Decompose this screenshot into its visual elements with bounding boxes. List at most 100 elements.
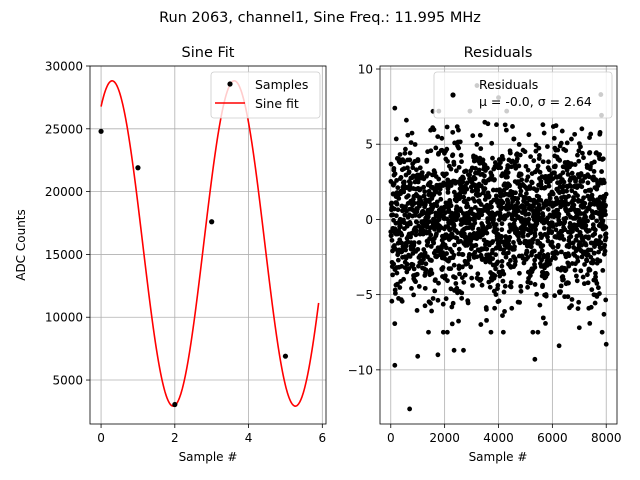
residual-point	[552, 293, 558, 299]
residual-point	[547, 261, 553, 267]
residual-point	[562, 227, 568, 233]
residual-point	[435, 297, 441, 303]
residual-point	[571, 202, 577, 208]
residuals-title: Residuals	[464, 45, 533, 61]
residuals-x-tick-label: 0	[387, 431, 395, 445]
residual-point	[594, 280, 600, 286]
residual-point	[434, 203, 440, 209]
residual-point	[603, 203, 608, 208]
residual-point	[559, 128, 565, 134]
residual-point	[444, 329, 450, 335]
residual-point	[407, 157, 413, 163]
residual-point	[399, 232, 405, 238]
residual-point	[478, 202, 484, 207]
residual-point	[533, 142, 539, 148]
residual-point	[583, 242, 589, 248]
legend-sine-fit-label: Sine fit	[255, 96, 299, 111]
residual-outlier-point	[415, 353, 421, 359]
residual-point	[404, 261, 410, 267]
sine-fit-x-label: Sample #	[179, 450, 238, 464]
residual-point	[526, 211, 532, 217]
residual-point	[520, 233, 526, 239]
residual-point	[393, 213, 399, 219]
residual-point	[422, 250, 428, 256]
residual-point	[558, 283, 564, 289]
residual-point	[490, 187, 496, 193]
residual-point	[580, 274, 586, 280]
residual-point	[553, 227, 559, 233]
residual-point	[467, 252, 472, 257]
residual-point	[398, 175, 404, 180]
residual-point	[512, 244, 517, 250]
residual-point	[525, 255, 531, 260]
residual-point	[432, 277, 438, 282]
residual-point	[453, 281, 459, 286]
residuals-legend: Residuals μ = -0.0, σ = 2.64	[433, 71, 613, 119]
residual-point	[445, 189, 451, 195]
residual-point	[552, 163, 558, 169]
residual-point	[394, 270, 400, 276]
residual-point	[457, 271, 462, 277]
residual-point	[482, 186, 488, 192]
sine-fit-y-tick-label: 20000	[45, 185, 83, 199]
residual-point	[575, 306, 581, 312]
residual-point	[527, 186, 533, 191]
residual-point	[414, 228, 419, 234]
residual-point	[413, 279, 418, 285]
residuals-x-tick-label: 8000	[591, 431, 622, 445]
residual-point	[414, 271, 420, 277]
residual-point	[591, 250, 597, 256]
residual-point	[403, 247, 409, 253]
residual-point	[533, 148, 539, 154]
residual-point	[515, 200, 521, 206]
residual-point	[478, 276, 484, 282]
residual-point	[534, 291, 540, 297]
residual-point	[587, 150, 593, 155]
residual-point	[581, 155, 586, 161]
residual-point	[585, 180, 591, 186]
sine-fit-y-ticks: 5000 10000 15000 20000 25000 30000	[45, 60, 90, 388]
figure-suptitle: Run 2063, channel1, Sine Freq.: 11.995 M…	[159, 10, 481, 26]
residual-point	[560, 170, 566, 176]
residual-point	[526, 216, 532, 222]
sine-fit-legend-box	[210, 71, 321, 119]
residual-point	[433, 145, 439, 151]
residual-point	[542, 184, 548, 190]
residual-point	[515, 196, 521, 201]
residual-point	[503, 127, 509, 133]
residual-point	[453, 168, 459, 174]
residual-point	[585, 280, 591, 286]
residual-point	[572, 131, 578, 137]
residual-point	[532, 233, 538, 239]
residual-point	[568, 183, 574, 189]
residual-point	[565, 172, 571, 177]
residual-point	[391, 261, 397, 267]
residual-point	[393, 136, 399, 142]
residual-point	[494, 227, 500, 233]
residual-point	[391, 181, 397, 187]
residual-point	[549, 229, 555, 235]
residual-point	[448, 183, 454, 188]
residual-point	[561, 277, 566, 282]
legend-residuals-stats: μ = -0.0, σ = 2.64	[479, 94, 592, 109]
residual-point	[422, 303, 428, 309]
residual-point	[429, 308, 434, 314]
residual-point	[444, 146, 450, 152]
residual-point	[531, 248, 537, 254]
residual-point	[540, 315, 546, 321]
residual-point	[565, 201, 571, 207]
residual-point	[397, 152, 403, 157]
residual-point	[440, 265, 446, 270]
residual-point	[458, 152, 464, 158]
residual-point	[538, 197, 544, 203]
residual-point	[410, 262, 416, 268]
residual-point	[579, 242, 585, 248]
residual-point	[449, 304, 455, 310]
sample-point	[98, 128, 104, 134]
residual-point	[394, 201, 400, 207]
residual-point	[537, 302, 543, 308]
residual-point	[490, 239, 496, 244]
residual-point	[528, 280, 533, 286]
residual-point	[583, 223, 589, 228]
residual-point	[584, 258, 590, 264]
